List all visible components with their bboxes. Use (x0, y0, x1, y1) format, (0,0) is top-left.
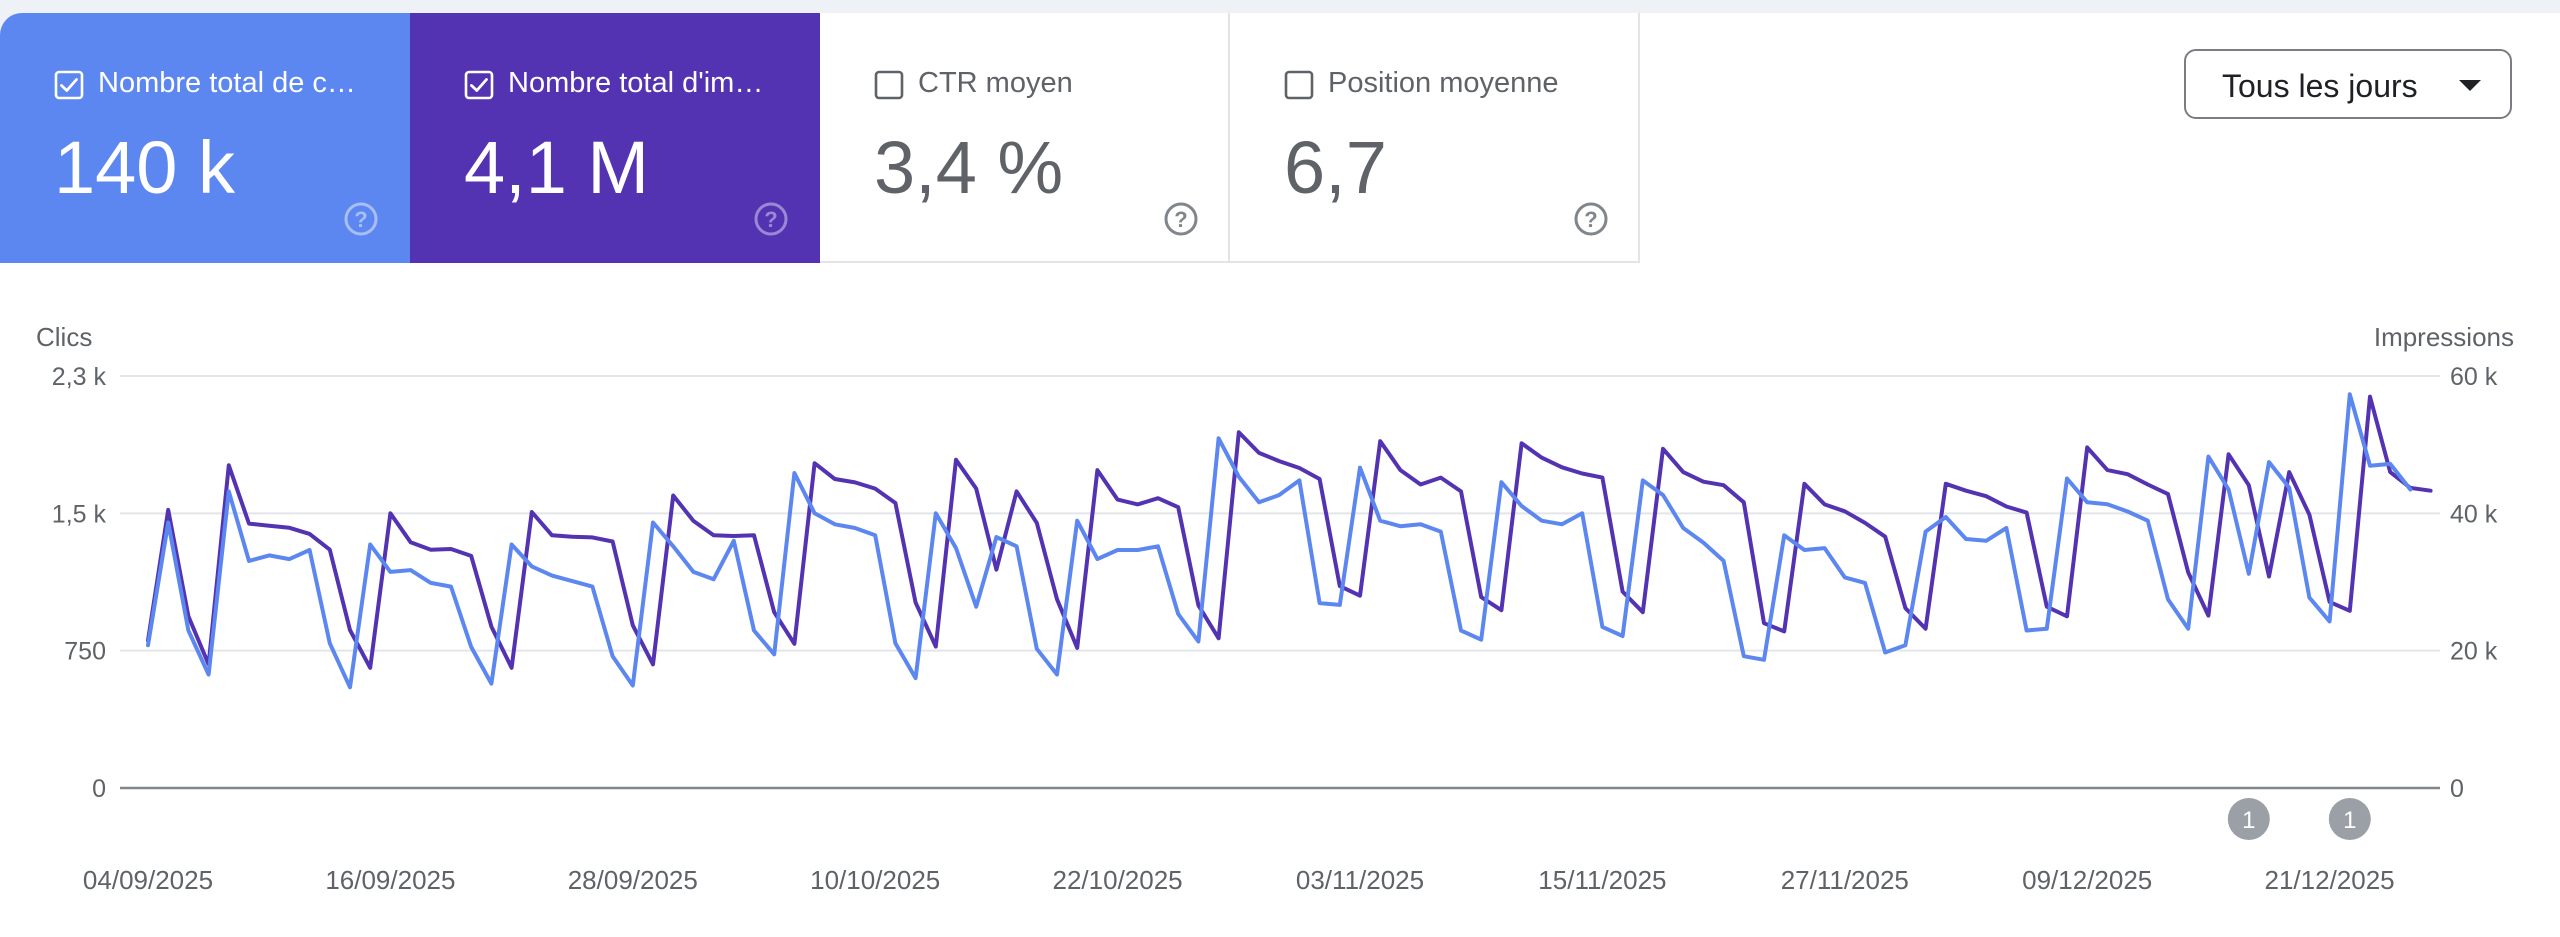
left-axis-tick-label: 1,5 k (52, 500, 107, 528)
svg-text:?: ? (354, 207, 367, 232)
chart-series (146, 392, 2433, 690)
x-axis-tick-label: 27/11/2025 (1781, 865, 1909, 895)
series-line-impressions (146, 394, 2433, 670)
svg-text:?: ? (1584, 207, 1597, 232)
left-axis-tick-label: 0 (92, 775, 106, 803)
help-icon[interactable]: ? (753, 201, 789, 237)
x-axis-tick-label: 22/10/2025 (1053, 865, 1183, 895)
metric-value: 140 k (54, 126, 236, 209)
checkbox-checked-icon[interactable] (54, 70, 84, 100)
metric-label: Nombre total d'im… (508, 67, 764, 99)
metric-label: Nombre total de c… (98, 67, 356, 99)
x-axis-tick-label: 28/09/2025 (568, 865, 698, 895)
right-axis-tick-label: 20 k (2450, 638, 2498, 666)
svg-text:?: ? (1174, 207, 1187, 232)
help-icon[interactable]: ? (1163, 201, 1199, 237)
annotation-marker[interactable]: 1 (2328, 798, 2371, 840)
svg-text:?: ? (764, 207, 777, 232)
right-axis-tick-label: 60 k (2450, 363, 2498, 391)
performance-card: Nombre total de c… 140 k ? Nombre total … (0, 13, 2560, 937)
left-axis-tick-label: 750 (64, 638, 106, 666)
x-axis-tick-label: 21/12/2025 (2265, 865, 2395, 895)
metric-value: 3,4 % (874, 126, 1064, 209)
metric-tile-impressions[interactable]: Nombre total d'im… 4,1 M ? (410, 13, 820, 263)
help-icon[interactable]: ? (1573, 201, 1609, 237)
dropdown-arrow-icon (2459, 80, 2481, 91)
annotation-marker-circle[interactable] (2328, 798, 2371, 840)
annotation-label: 1 (2242, 807, 2255, 834)
metric-tile-clicks[interactable]: Nombre total de c… 140 k ? (0, 13, 410, 263)
x-axis-tick-label: 10/10/2025 (810, 865, 940, 895)
help-icon[interactable]: ? (343, 201, 379, 237)
checkbox-unchecked-icon[interactable] (874, 70, 904, 100)
metric-tile-position[interactable]: Position moyenne 6,7 ? (1230, 13, 1640, 263)
x-axis-tick-label: 03/11/2025 (1296, 865, 1424, 895)
right-axis-tick-label: 0 (2450, 775, 2464, 803)
metric-value: 4,1 M (464, 126, 650, 209)
axis-ticks: 0 750 1,5 k 2,3 k 0 20 k 40 k 60 k 04/09/2025 16/… (52, 363, 2498, 895)
x-axis-tick-label: 16/09/2025 (325, 865, 455, 895)
x-axis-tick-label: 09/12/2025 (2022, 865, 2152, 895)
grid-lines (120, 375, 2440, 790)
series-line-clicks (146, 392, 2413, 690)
left-axis-title: Clics (36, 322, 92, 352)
checkbox-unchecked-icon[interactable] (1284, 70, 1314, 100)
date-range-dropdown[interactable]: Tous les jours (2184, 49, 2512, 119)
metric-value: 6,7 (1284, 126, 1387, 209)
checkbox-checked-icon[interactable] (464, 70, 494, 100)
left-axis-tick-label: 2,3 k (52, 363, 107, 391)
annotation-marker[interactable]: 1 (2227, 798, 2270, 840)
right-axis-title: Impressions (2374, 322, 2514, 352)
annotation-marker-circle[interactable] (2227, 798, 2270, 840)
right-axis-tick-label: 40 k (2450, 500, 2498, 528)
metric-tile-ctr[interactable]: CTR moyen 3,4 % ? (820, 13, 1230, 263)
date-range-label: Tous les jours (2222, 68, 2418, 104)
x-axis-tick-label: 04/09/2025 (83, 865, 213, 895)
x-axis-tick-label: 15/11/2025 (1538, 865, 1666, 895)
performance-chart: 0 750 1,5 k 2,3 k 0 20 k 40 k 60 k 04/09/2025 16/… (36, 322, 2514, 895)
metric-label: CTR moyen (918, 67, 1073, 99)
annotation-label: 1 (2343, 807, 2356, 834)
metric-label: Position moyenne (1328, 67, 1559, 99)
